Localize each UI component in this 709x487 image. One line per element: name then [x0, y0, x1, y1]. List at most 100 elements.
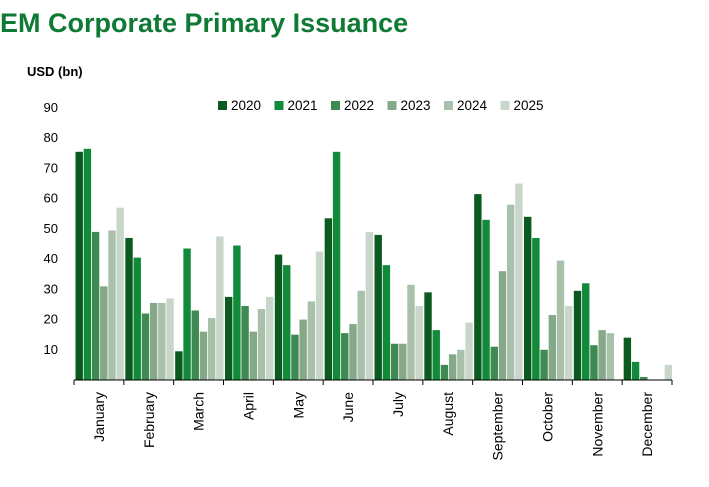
bar-2025-august — [465, 322, 473, 380]
bar-2023-october — [548, 315, 556, 380]
bar-2025-june — [365, 231, 374, 380]
legend: 2020 2021 2022 2023 2024 2025 — [218, 98, 544, 113]
bar-2023-november — [598, 330, 606, 380]
legend-label-2021: 2021 — [288, 98, 318, 113]
category-label-july: July — [390, 392, 406, 417]
category-label-september: September — [490, 392, 506, 461]
bar-2022-december — [640, 376, 648, 380]
bar-2021-april — [233, 245, 241, 380]
bar-2025-may — [315, 251, 324, 380]
bar-2024-november — [606, 333, 615, 380]
bar-2020-october — [524, 216, 532, 380]
y-tick-label: 60 — [44, 191, 58, 206]
bar-2022-january — [91, 231, 100, 380]
bar-2024-january — [108, 230, 116, 380]
bar-2025-december — [664, 364, 673, 380]
bar-2024-february — [158, 302, 166, 380]
category-label-january: January — [91, 392, 107, 442]
bar-2020-september — [474, 194, 482, 380]
bar-2024-march — [207, 318, 216, 380]
bar-2025-september — [515, 183, 523, 380]
bar-2020-may — [274, 254, 283, 380]
category-label-october: October — [539, 392, 555, 442]
bar-2025-january — [116, 207, 124, 380]
bar-2023-may — [299, 319, 307, 380]
bar-2021-december — [631, 361, 640, 380]
legend-label-2025: 2025 — [514, 98, 544, 113]
legend-swatch-2024 — [444, 101, 453, 110]
bar-2020-june — [324, 218, 333, 380]
bar-2022-september — [490, 346, 498, 380]
y-tick-label: 80 — [44, 130, 58, 145]
y-axis-ticks: 10 20 30 40 50 60 70 80 90 — [44, 100, 58, 357]
bar-2024-september — [506, 204, 515, 380]
y-tick-label: 50 — [44, 221, 58, 236]
category-label-february: February — [141, 392, 157, 448]
bar-2020-december — [623, 337, 632, 380]
y-tick-label: 30 — [44, 281, 58, 296]
bar-2021-january — [83, 148, 92, 380]
legend-swatch-2023 — [387, 101, 397, 110]
bar-2022-june — [341, 333, 349, 380]
y-axis-label: USD (bn) — [27, 64, 83, 79]
y-tick-label: 10 — [44, 342, 58, 357]
legend-label-2023: 2023 — [401, 98, 431, 113]
bars — [75, 148, 673, 380]
bar-2024-july — [407, 284, 415, 380]
bar-2024-june — [357, 290, 365, 380]
y-tick-label: 70 — [44, 160, 58, 175]
bar-2021-february — [133, 257, 141, 380]
bar-2021-august — [432, 330, 440, 380]
bar-2020-march — [175, 351, 183, 380]
bar-2024-august — [457, 349, 465, 380]
bar-2021-july — [382, 265, 391, 380]
bar-2020-february — [125, 237, 133, 380]
bar-2021-october — [532, 237, 540, 380]
y-tick-label: 90 — [44, 100, 58, 115]
category-labels: January February March April May June July Augu… — [91, 392, 655, 461]
bar-2023-july — [399, 343, 407, 380]
legend-swatch-2021 — [274, 101, 284, 110]
bar-2022-august — [440, 364, 449, 380]
bar-2023-june — [349, 324, 357, 380]
bar-2022-may — [291, 334, 299, 380]
bar-2023-january — [100, 286, 108, 380]
category-label-march: March — [191, 392, 207, 431]
category-label-november: November — [589, 392, 605, 457]
bar-2021-june — [332, 151, 341, 380]
bar-2021-november — [582, 283, 590, 380]
bar-2021-may — [283, 265, 291, 380]
bar-2023-august — [448, 354, 457, 380]
bar-2021-march — [183, 248, 191, 380]
bar-2025-march — [216, 236, 224, 380]
bar-2020-november — [573, 290, 582, 380]
bar-2025-october — [565, 305, 573, 380]
bar-2020-august — [424, 292, 432, 380]
category-label-august: August — [440, 392, 456, 436]
legend-swatch-2022 — [331, 101, 340, 110]
x-axis — [73, 379, 673, 385]
bar-2022-april — [241, 305, 249, 380]
bar-2022-november — [590, 345, 598, 380]
legend-label-2020: 2020 — [231, 98, 261, 113]
category-label-june: June — [340, 392, 356, 423]
bar-2022-february — [141, 313, 150, 380]
bar-2023-february — [149, 302, 158, 380]
legend-swatch-2020 — [218, 101, 227, 110]
legend-label-2024: 2024 — [457, 98, 488, 113]
legend-label-2022: 2022 — [344, 98, 374, 113]
bar-2020-january — [75, 151, 83, 380]
bar-2024-may — [307, 301, 316, 380]
category-label-may: May — [290, 392, 306, 418]
bar-2023-march — [199, 331, 208, 380]
bar-2024-april — [257, 308, 266, 380]
chart-title: EM Corporate Primary Issuance — [0, 8, 408, 38]
bar-2020-april — [225, 296, 233, 380]
bar-2022-october — [540, 349, 548, 380]
bar-2023-april — [249, 331, 257, 380]
bar-2025-february — [166, 298, 174, 380]
legend-swatch-2025 — [500, 101, 510, 110]
bar-2020-july — [374, 234, 382, 380]
